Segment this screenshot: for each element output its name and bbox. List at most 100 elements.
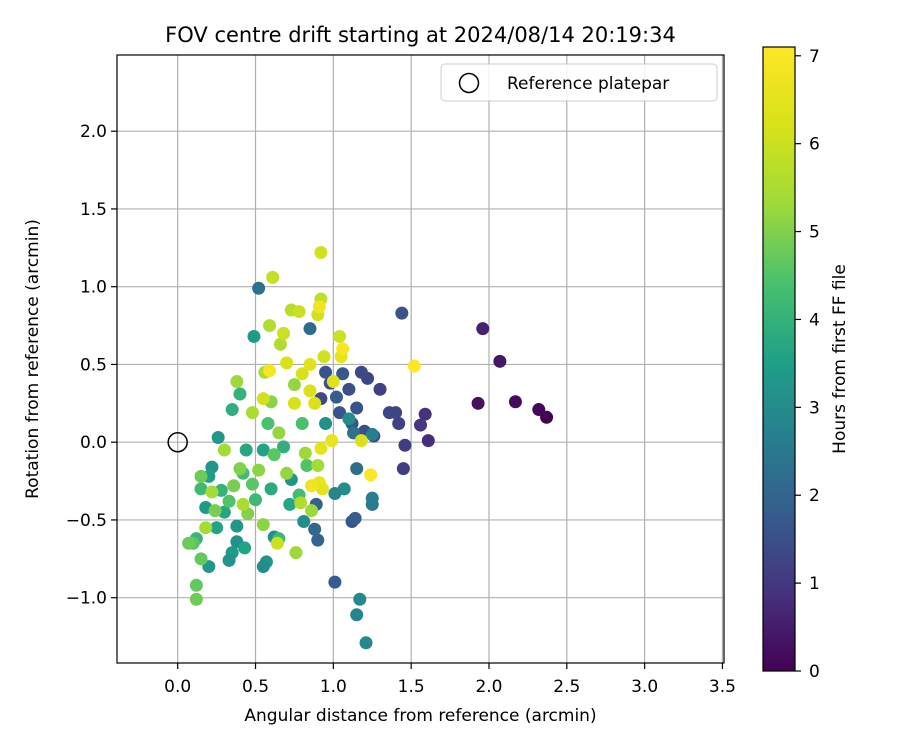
data-point xyxy=(252,281,266,295)
colorbar-tick-label: 7 xyxy=(809,47,820,67)
y-tick-label: 0.0 xyxy=(80,433,107,453)
data-point xyxy=(217,443,231,457)
x-tick-label: 0.0 xyxy=(164,677,191,697)
legend-marker-icon xyxy=(458,72,480,94)
data-point xyxy=(247,329,261,343)
data-point xyxy=(407,359,421,373)
reference-marker xyxy=(167,431,188,453)
data-point xyxy=(532,403,546,417)
data-point xyxy=(194,482,208,496)
data-point xyxy=(210,521,224,535)
data-point xyxy=(298,446,312,460)
data-point xyxy=(311,459,325,473)
data-point xyxy=(249,493,263,507)
x-tick-label: 3.5 xyxy=(709,677,736,697)
data-point xyxy=(396,462,410,476)
data-point xyxy=(222,494,236,508)
data-point xyxy=(252,463,266,477)
data-points xyxy=(182,245,554,650)
data-point xyxy=(311,533,325,547)
data-point xyxy=(317,350,331,364)
x-tick-label: 1.0 xyxy=(320,677,347,697)
data-point xyxy=(303,384,317,398)
data-point xyxy=(182,536,196,550)
legend: Reference platepar xyxy=(440,63,718,102)
data-point xyxy=(414,418,427,432)
data-point xyxy=(194,552,208,566)
data-point xyxy=(312,300,326,314)
colorbar-ticks: 0 1 2 3 4 5 6 7 xyxy=(795,47,820,682)
data-point xyxy=(315,482,329,496)
data-point xyxy=(256,518,270,532)
colorbar: 0 1 2 3 4 5 6 7 Hours from first FF file xyxy=(762,46,850,682)
colorbar-tick-label: 0 xyxy=(809,662,820,682)
data-point xyxy=(263,364,277,378)
colorbar-tick-label: 3 xyxy=(809,398,820,418)
colorbar-tick-label: 6 xyxy=(809,135,820,155)
x-axis-label: Angular distance from reference (arcmin) xyxy=(244,706,596,726)
data-point xyxy=(392,417,406,431)
legend-label: Reference platepar xyxy=(507,74,669,94)
data-point xyxy=(280,356,294,370)
y-tick-label: 2.0 xyxy=(80,122,107,142)
data-point xyxy=(225,403,239,417)
x-tick-label: 1.5 xyxy=(398,677,425,697)
data-point xyxy=(239,443,253,457)
data-point xyxy=(292,305,306,319)
data-point xyxy=(227,479,241,493)
data-point xyxy=(211,431,225,445)
data-point xyxy=(319,365,333,379)
data-point xyxy=(493,354,507,368)
data-point xyxy=(308,396,322,410)
y-axis-label: Rotation from reference (arcmin) xyxy=(23,219,43,499)
colorbar-tick-label: 1 xyxy=(809,574,820,594)
data-point xyxy=(476,322,490,336)
data-point xyxy=(342,412,356,426)
data-point xyxy=(280,466,294,480)
data-point xyxy=(261,417,275,431)
x-axis-ticks: 0.0 0.5 1.0 1.5 2.0 2.5 3.0 3.5 xyxy=(164,663,736,697)
data-point xyxy=(264,482,278,496)
data-point xyxy=(287,396,301,410)
colorbar-tick-label: 5 xyxy=(809,223,820,243)
colorbar-frame xyxy=(762,46,796,672)
data-point xyxy=(382,406,396,420)
y-tick-label: 1.0 xyxy=(80,278,107,298)
data-point xyxy=(328,575,342,589)
data-point xyxy=(333,406,347,420)
data-point xyxy=(256,443,270,457)
data-point xyxy=(336,342,350,356)
data-point xyxy=(364,468,378,482)
data-point xyxy=(418,407,432,421)
data-point xyxy=(342,382,356,396)
data-point xyxy=(353,592,367,606)
data-point xyxy=(314,245,328,259)
data-point xyxy=(328,487,342,501)
data-point xyxy=(471,396,485,410)
data-point xyxy=(230,519,244,533)
data-point xyxy=(308,522,322,536)
data-point xyxy=(277,326,291,340)
data-point xyxy=(194,469,208,483)
data-point xyxy=(373,382,387,396)
data-point xyxy=(230,375,244,389)
colorbar-gradient xyxy=(763,47,795,671)
data-point xyxy=(205,485,219,499)
data-point xyxy=(333,329,347,343)
data-point xyxy=(256,392,270,406)
data-point xyxy=(256,560,270,574)
colorbar-tick-label: 4 xyxy=(809,310,820,330)
data-point xyxy=(350,608,364,622)
data-point xyxy=(273,337,287,351)
data-point xyxy=(354,365,368,379)
data-point xyxy=(319,417,333,431)
data-point xyxy=(508,395,522,409)
data-point xyxy=(365,491,379,505)
y-tick-label: −1.0 xyxy=(66,589,107,609)
data-point xyxy=(325,434,339,448)
data-point xyxy=(305,504,319,518)
data-point xyxy=(398,438,412,452)
data-point xyxy=(326,375,340,389)
data-point xyxy=(267,448,281,462)
data-point xyxy=(283,497,297,511)
